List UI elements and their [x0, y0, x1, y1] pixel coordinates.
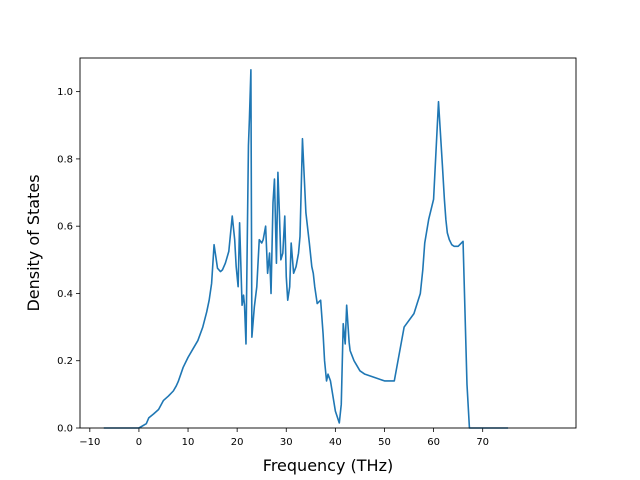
x-tick-label: 20: [231, 437, 244, 448]
y-axis-ticks: 0.0 0.2 0.4 0.6 0.8 1.0: [57, 87, 80, 435]
y-tick-label: 0.8: [57, 154, 73, 165]
x-tick-label: 30: [280, 437, 293, 448]
plot-frame: [79, 57, 577, 429]
y-tick-label: 0.0: [57, 424, 73, 435]
plot-area: [80, 58, 576, 428]
x-tick-label: 70: [476, 437, 489, 448]
x-tick-label: 10: [182, 437, 195, 448]
series-line-density-of-states: [103, 68, 509, 429]
x-tick-label: 50: [378, 437, 391, 448]
y-tick-label: 0.4: [57, 289, 73, 300]
x-axis-label: Frequency (THz): [263, 456, 393, 475]
y-tick-label: 0.2: [57, 356, 73, 367]
x-tick-label: 40: [329, 437, 342, 448]
x-tick-label: 60: [427, 437, 440, 448]
x-tick-label: 0: [136, 437, 142, 448]
x-axis-ticks: −10 0 10 20 30 40 50 60 70: [79, 428, 489, 448]
x-tick-label: −10: [79, 437, 100, 448]
y-axis-label: Density of States: [24, 174, 43, 311]
y-tick-label: 1.0: [57, 87, 73, 98]
y-tick-label: 0.6: [57, 222, 73, 233]
